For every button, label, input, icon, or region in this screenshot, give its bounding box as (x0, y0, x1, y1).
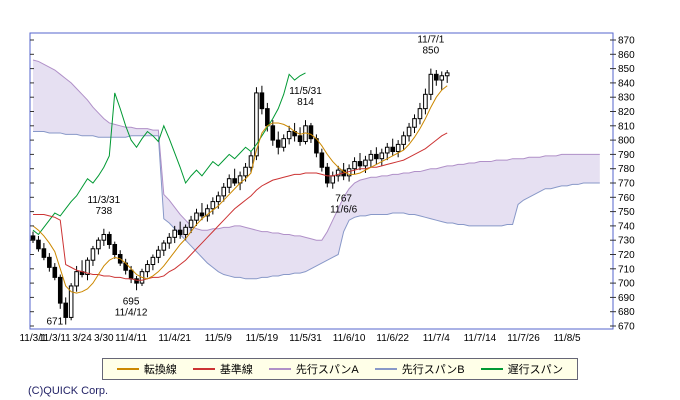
kijun-line (33, 132, 448, 281)
legend-swatch-line (116, 368, 139, 370)
price-annotation: 850 (423, 46, 440, 57)
y-axis-label: 820 (618, 107, 635, 118)
legend-label: 転換線 (143, 364, 177, 376)
y-axis-label: 870 (618, 36, 635, 47)
x-axis-label: 11/8/5 (554, 333, 581, 344)
price-annotation: 11/6/6 (330, 204, 357, 215)
chart-legend-row: 転換線 基準線 先行スパンA 先行スパンB 遅行スパン (0, 358, 680, 380)
legend-item: 遅行スパン (480, 361, 564, 377)
legend-item: 基準線 (192, 361, 253, 377)
y-axis-label: 720 (618, 250, 635, 261)
chart-legend: 転換線 基準線 先行スパンA 先行スパンB 遅行スパン (101, 358, 579, 380)
x-axis-label: 11/4/21 (158, 333, 191, 344)
legend-label: 基準線 (219, 364, 253, 376)
x-axis-label: 11/3/11 (39, 333, 71, 344)
price-annotation: 814 (297, 97, 314, 108)
y-axis-label: 760 (618, 193, 635, 204)
x-axis-label: 11/7/26 (507, 333, 540, 344)
x-axis-label: 11/5/19 (246, 333, 279, 344)
price-annotation: 738 (96, 206, 113, 217)
x-axis-label: 3/24 (72, 333, 92, 344)
y-axis-label: 690 (618, 293, 635, 304)
y-axis-label: 830 (618, 93, 635, 104)
plot-border (29, 32, 614, 330)
y-axis-label: 860 (618, 50, 635, 61)
price-annotation: 671 (46, 317, 63, 328)
y-axis-label: 730 (618, 236, 635, 247)
senko-span-b-line (33, 131, 600, 280)
price-annotation: 11/7/1 (417, 35, 444, 46)
x-axis-label: 11/7/14 (464, 333, 497, 344)
y-axis-label: 670 (618, 322, 635, 333)
price-annotation: 11/5/31 (289, 86, 322, 97)
y-axis-label: 680 (618, 307, 635, 318)
y-axis-label: 750 (618, 207, 635, 218)
price-annotation: 11/3/31 (88, 195, 121, 206)
legend-swatch-line (192, 368, 215, 370)
legend-item: 転換線 (116, 361, 177, 377)
legend-item: 先行スパンB (374, 361, 465, 377)
y-axis-label: 800 (618, 136, 635, 147)
x-axis-label: 11/7/4 (423, 333, 450, 344)
x-axis-label: 11/5/31 (289, 333, 322, 344)
x-axis-label: 11/5/9 (205, 333, 232, 344)
y-axis-label: 790 (618, 150, 635, 161)
senko-span-a-line (32, 59, 600, 241)
x-axis-label: 3/30 (94, 333, 114, 344)
price-annotation: 11/4/12 (115, 307, 148, 318)
legend-label: 遅行スパン (507, 364, 564, 376)
y-axis-label: 770 (618, 179, 635, 190)
y-axis-label: 840 (618, 78, 635, 89)
legend-label: 先行スパンA (295, 364, 359, 376)
price-annotation: 767 (335, 193, 352, 204)
y-axis-label: 850 (618, 64, 635, 75)
y-axis-label: 810 (618, 121, 635, 132)
legend-swatch-line (480, 368, 503, 370)
x-axis-label: 11/6/10 (333, 333, 366, 344)
copyright-text: (C)QUICK Corp. (28, 385, 109, 397)
y-axis-label: 700 (618, 279, 635, 290)
ichimoku-chart: 870 860 850 840 830 820 810 800 790 780 770 760 750 7… (19, 32, 635, 344)
y-axis-label: 780 (618, 164, 635, 175)
chart-panel: 870 860 850 840 830 820 810 800 790 780 770 760 750 7… (19, 32, 635, 344)
legend-swatch-line (374, 368, 397, 370)
legend-item: 先行スパンA (268, 361, 359, 377)
x-axis-label: 11/6/22 (376, 333, 409, 344)
legend-swatch-line (268, 368, 291, 370)
tenkan-line (32, 85, 448, 294)
x-axis-label: 11/3/1 (19, 333, 46, 344)
y-axis-label: 710 (618, 264, 635, 275)
x-axis-label: 11/4/11 (115, 333, 147, 344)
y-axis-label: 740 (618, 221, 635, 232)
legend-label: 先行スパンB (401, 364, 465, 376)
price-annotation: 695 (123, 296, 140, 307)
